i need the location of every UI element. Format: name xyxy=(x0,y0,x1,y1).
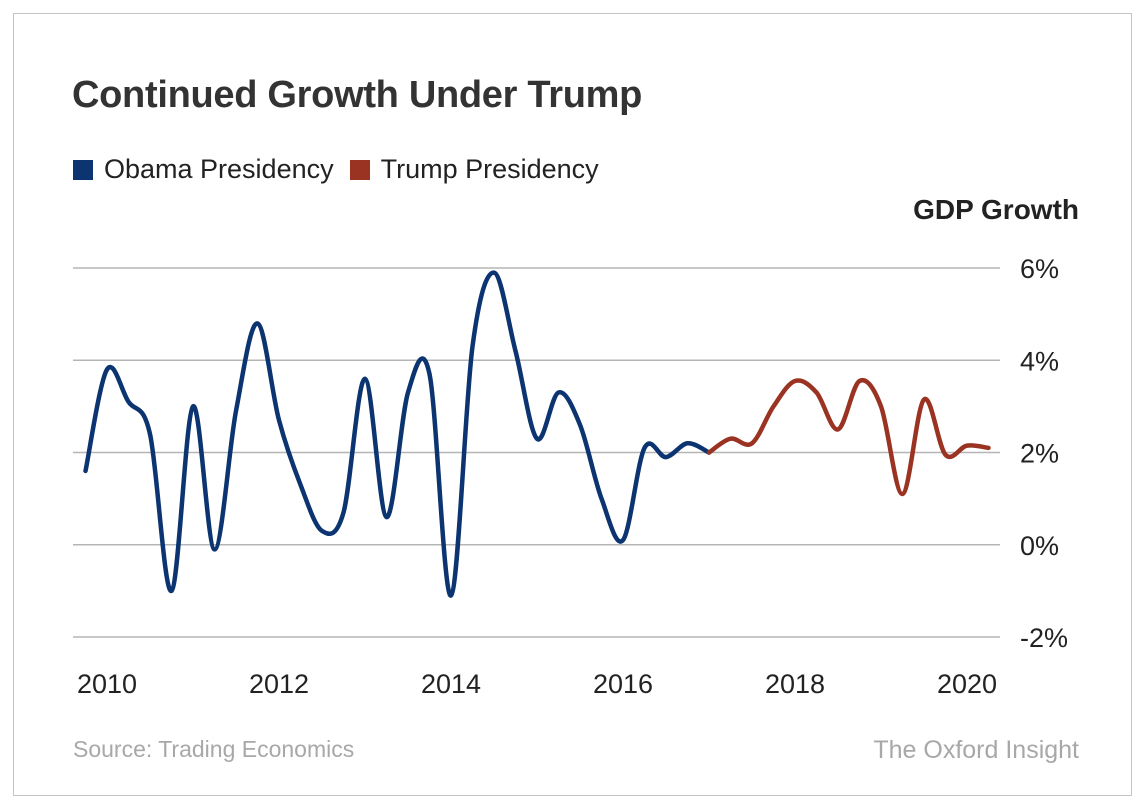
series-line-obama xyxy=(83,270,712,598)
gridlines xyxy=(73,267,1000,638)
legend-swatch-obama xyxy=(73,159,93,180)
x-tick-labels: 2010 2012 2014 2016 2018 2020 xyxy=(77,669,997,699)
x-tick-label: 2018 xyxy=(765,669,825,699)
chart-frame xyxy=(13,13,1132,796)
legend-item-obama: Obama Presidency xyxy=(73,154,334,185)
y-tick-label: -2% xyxy=(1020,623,1068,653)
brand-credit: The Oxford Insight xyxy=(873,736,1079,764)
y-tick-labels: 6% 4% 2% 0% -2% xyxy=(1020,254,1068,653)
y-tick-label: 2% xyxy=(1020,439,1059,469)
x-tick-label: 2020 xyxy=(937,669,997,699)
y-tick-label: 0% xyxy=(1020,531,1059,561)
source-note: Source: Trading Economics xyxy=(73,736,355,762)
x-tick-label: 2014 xyxy=(421,669,481,699)
x-tick-label: 2010 xyxy=(77,669,137,699)
x-tick-label: 2016 xyxy=(593,669,653,699)
legend-label-obama: Obama Presidency xyxy=(104,154,334,184)
series-line-trump xyxy=(706,378,991,497)
legend-item-trump: Trump Presidency xyxy=(349,154,599,185)
legend-swatch-trump xyxy=(349,159,370,180)
x-tick-label: 2012 xyxy=(249,669,309,699)
y-tick-label: 6% xyxy=(1020,254,1059,284)
legend: Obama Presidency Trump Presidency xyxy=(73,154,615,185)
y-tick-label: 4% xyxy=(1020,346,1059,376)
y-axis-label: GDP Growth xyxy=(913,194,1079,225)
legend-label-trump: Trump Presidency xyxy=(380,154,599,184)
chart-title: Continued Growth Under Trump xyxy=(72,74,643,116)
series-lines xyxy=(83,270,991,598)
